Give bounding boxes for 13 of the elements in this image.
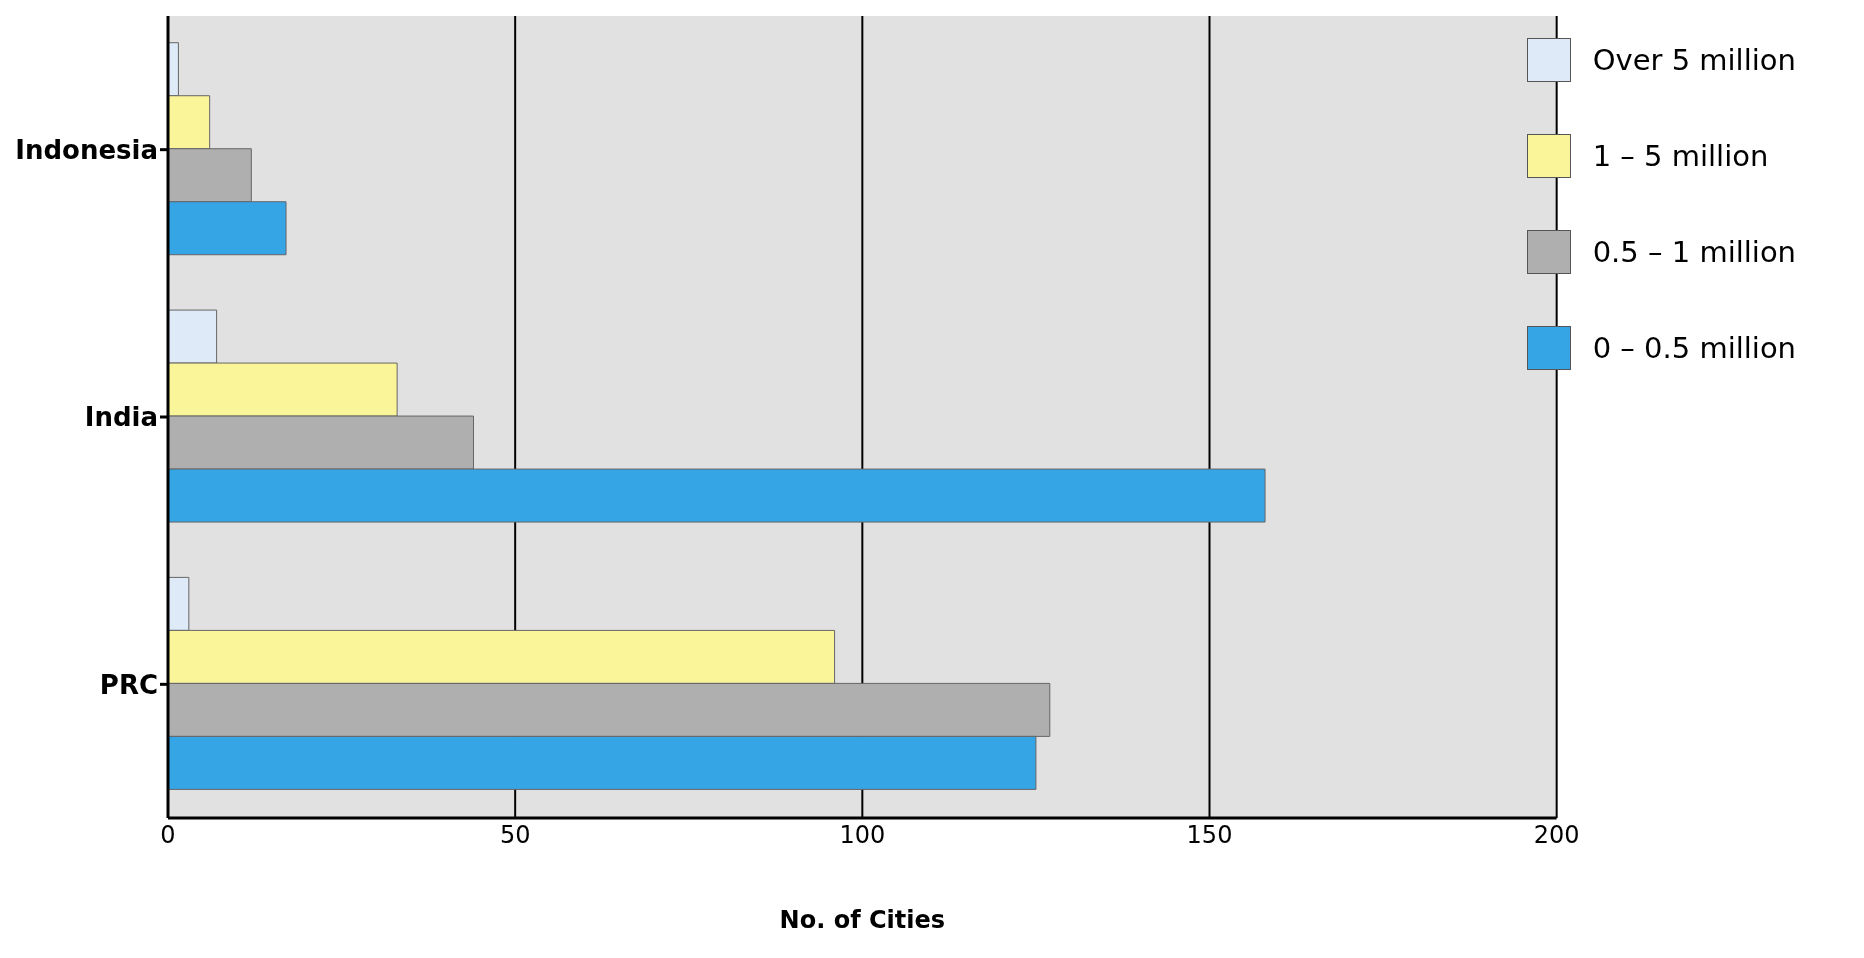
x-tick-label: 0	[160, 821, 176, 850]
x-axis-title: No. of Cities	[779, 906, 946, 934]
legend-label: 0 – 0.5 million	[1592, 331, 1796, 365]
x-tick-label: 100	[839, 821, 886, 850]
y-tick-label: India	[84, 402, 158, 433]
x-tick-label: 200	[1533, 821, 1580, 850]
legend-label: 0.5 – 1 million	[1592, 235, 1796, 269]
legend-label: Over 5 million	[1592, 43, 1796, 77]
legend-label: 1 – 5 million	[1592, 139, 1769, 173]
x-tick-label: 150	[1186, 821, 1233, 850]
y-tick-label: Indonesia	[15, 134, 158, 165]
x-tick-label: 50	[499, 821, 531, 850]
y-tick-label: PRC	[99, 669, 158, 700]
